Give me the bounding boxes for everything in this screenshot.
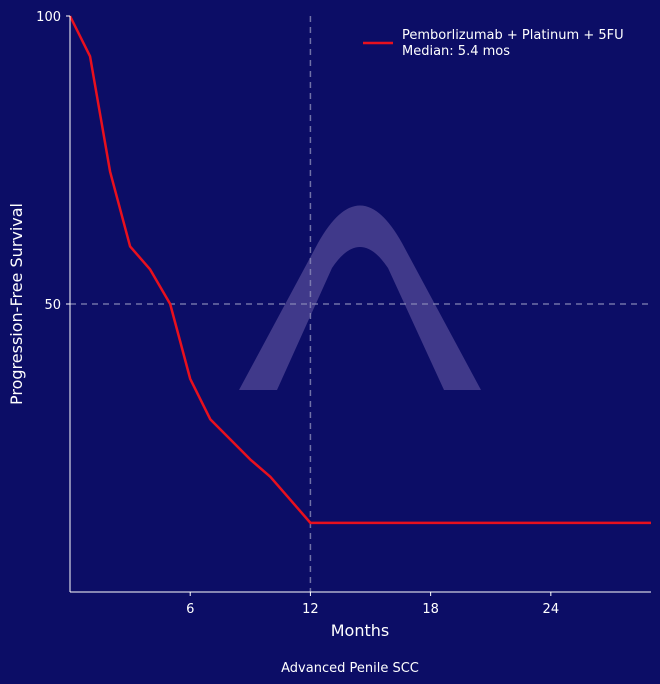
series-line-0: [68, 15, 651, 525]
legend-median-label: Median: 5.4 mos: [402, 44, 510, 59]
reference-lines: [70, 16, 651, 592]
tick-labels: 6 12 18 24 50 100: [36, 10, 559, 617]
x-tick-label: 18: [422, 602, 439, 617]
series-layer: [68, 15, 651, 525]
x-tick-label: 24: [543, 602, 560, 617]
arch-logo-icon: [239, 205, 481, 390]
y-tick-label: 100: [36, 10, 61, 25]
chart-caption: Advanced Penile SCC: [281, 661, 419, 676]
x-tick-label: 12: [302, 602, 319, 617]
legend-series-label: Pemborlizumab + Platinum + 5FU: [402, 28, 624, 43]
y-tick-label: 50: [44, 298, 61, 313]
x-axis-title: Months: [331, 621, 389, 640]
x-tick-label: 6: [186, 602, 194, 617]
axes: [66, 15, 651, 596]
legend: Pemborlizumab + Platinum + 5FU Median: 5…: [363, 28, 624, 59]
y-axis-title: Progression-Free Survival: [7, 203, 26, 405]
